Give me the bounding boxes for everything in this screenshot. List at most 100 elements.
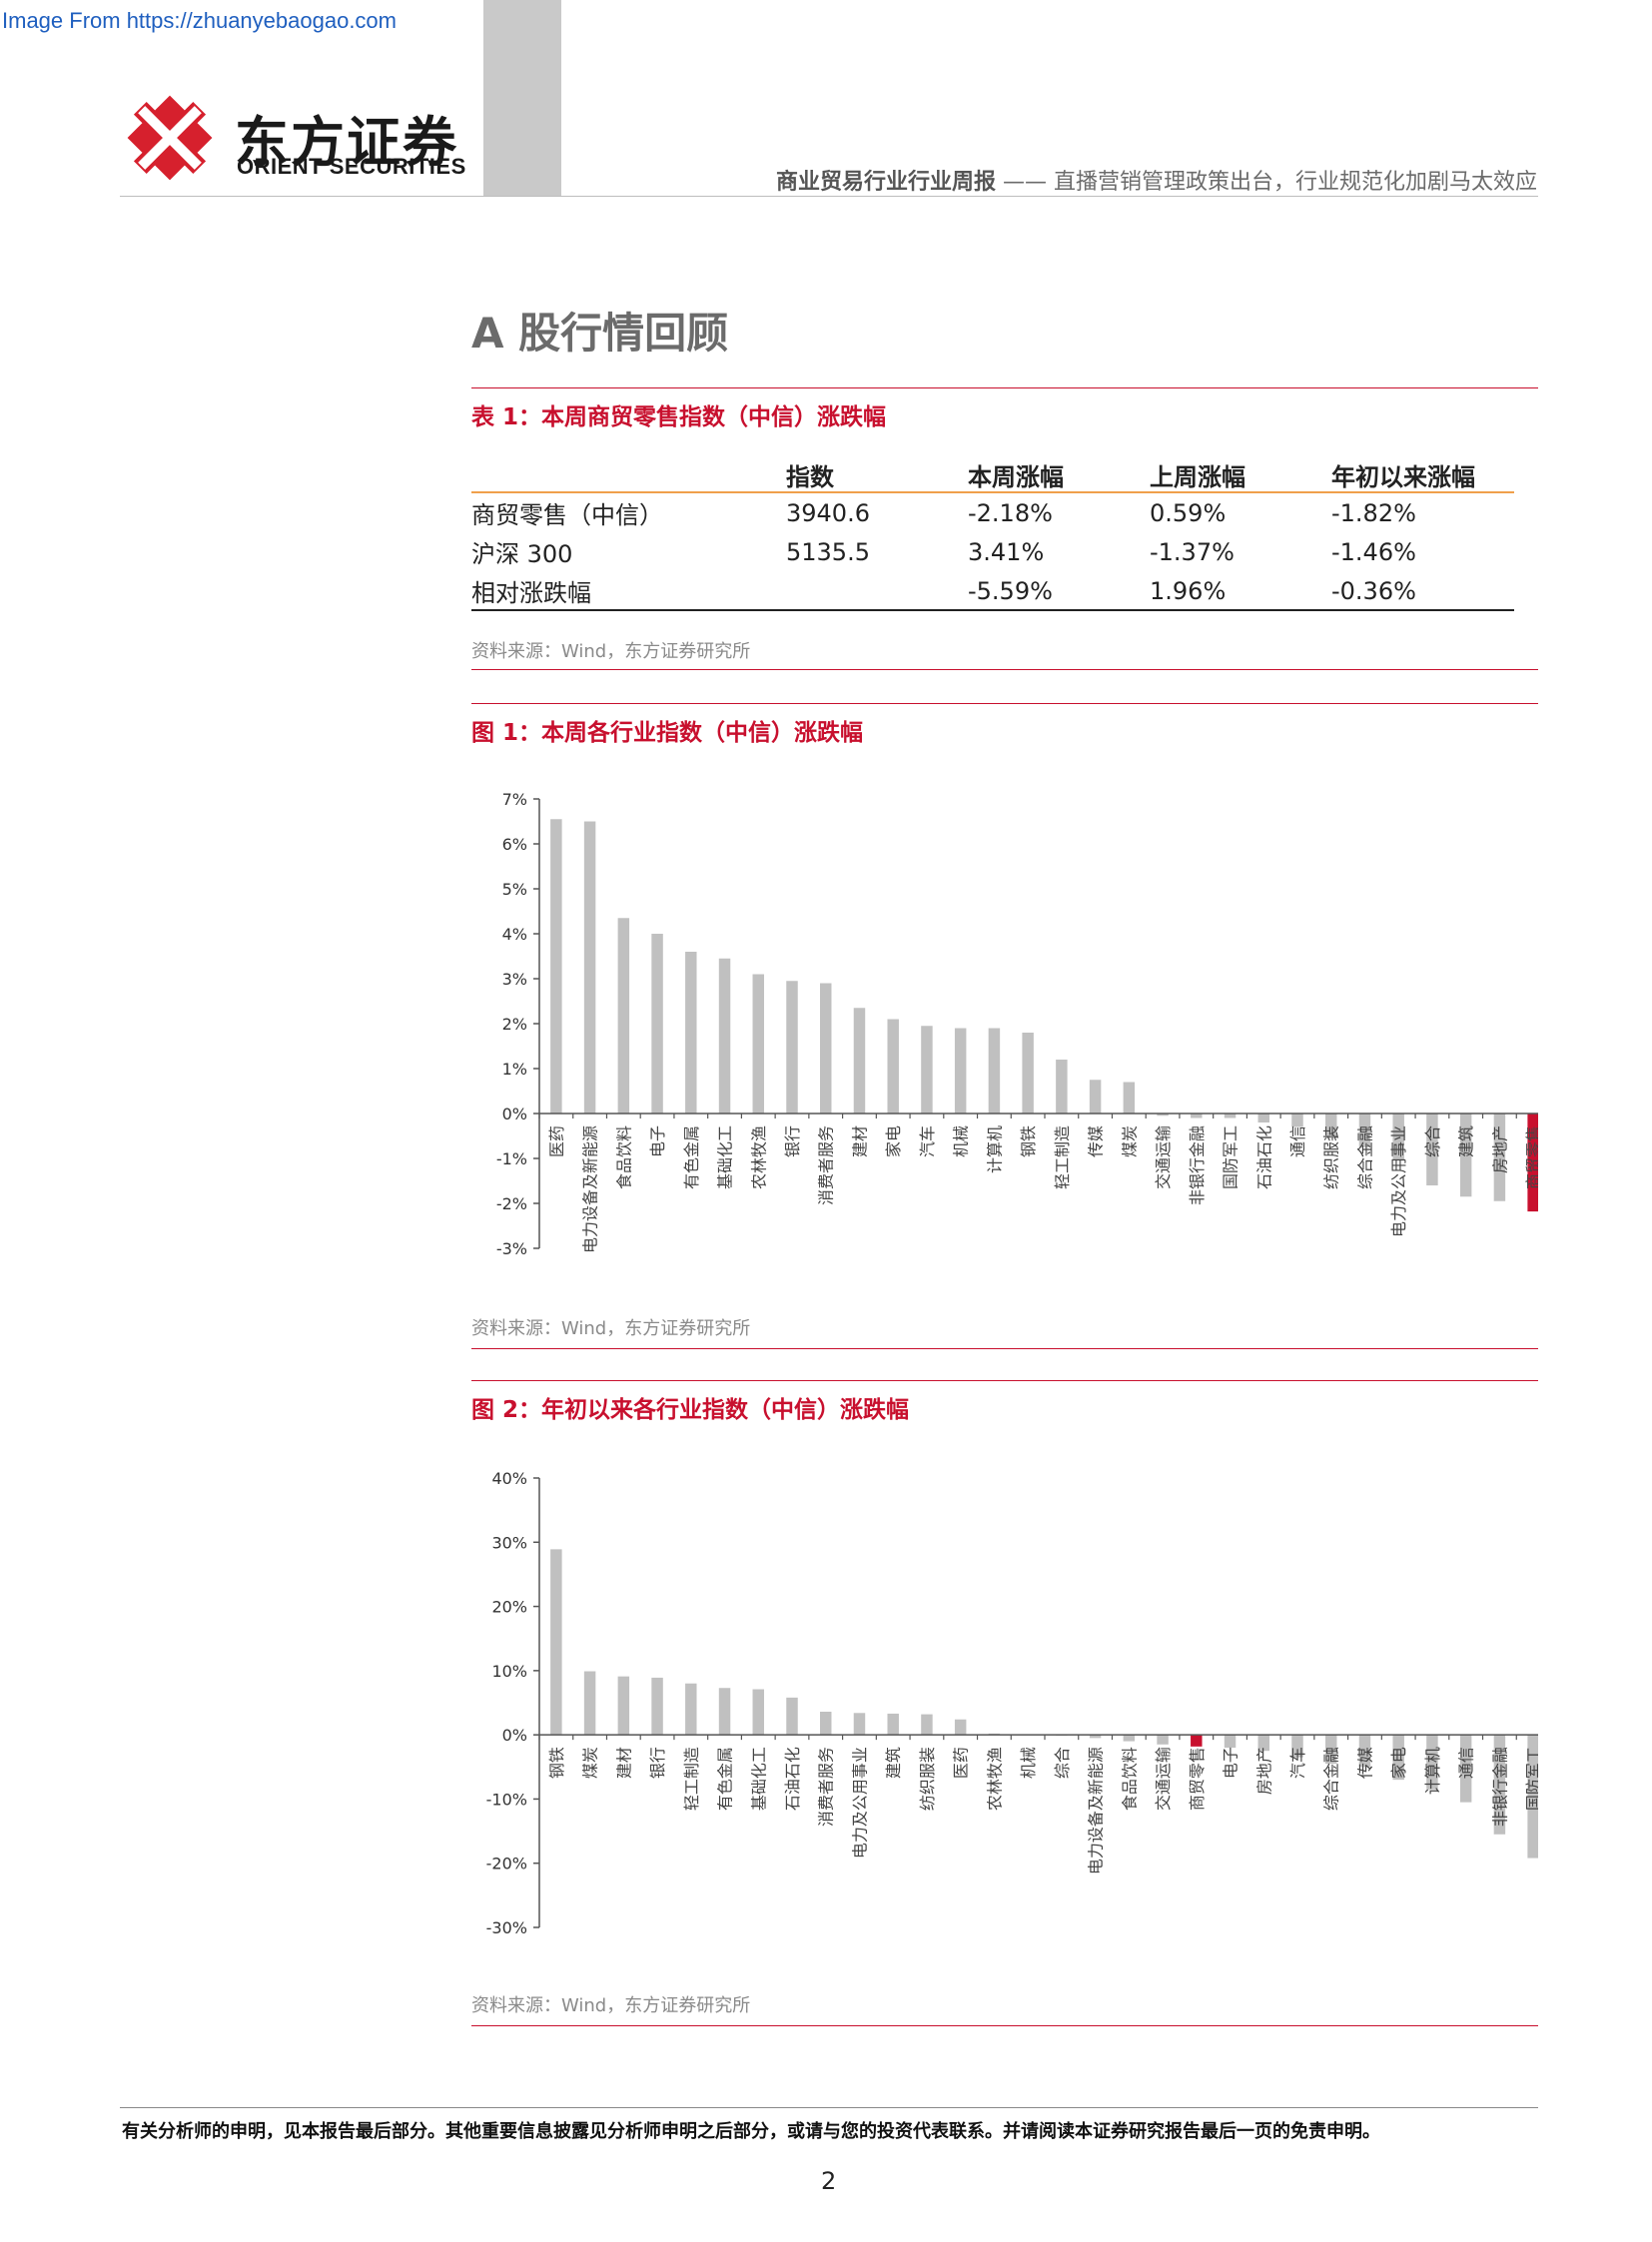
- industry-weekly-change-chart: -3%-2%-1%0%1%2%3%4%5%6%7%医药 电力设备及新能源 食品饮料电…: [496, 790, 1538, 1258]
- table-bottom-rule: [471, 609, 1514, 611]
- header-grey-bar: [483, 0, 561, 196]
- x-category-label: 通信: [1288, 1125, 1307, 1157]
- x-category-label: 通信: [1457, 1747, 1476, 1779]
- bar: [1191, 1735, 1203, 1747]
- x-category-label: 电子: [648, 1125, 667, 1157]
- table-cell: -2.18%: [968, 498, 1053, 527]
- bar: [988, 1028, 1001, 1114]
- x-category-label: 商贸零售: [1524, 1125, 1538, 1189]
- x-category-label: 国防军工: [1222, 1125, 1240, 1189]
- figure2-caption: 图 2：年初以来各行业指数（中信）涨跌幅: [471, 1397, 910, 1423]
- bar: [583, 1671, 596, 1736]
- x-category-label: 综合金融: [1322, 1747, 1341, 1811]
- figure1-top-rule: [471, 703, 1538, 704]
- x-category-label: 医药: [547, 1125, 566, 1157]
- header-divider: [120, 196, 1538, 197]
- bar: [1426, 1735, 1438, 1790]
- bar: [954, 1719, 967, 1736]
- x-category-label: 计算机: [1423, 1747, 1442, 1795]
- bar: [819, 1712, 832, 1736]
- table-cell: -0.36%: [1331, 576, 1416, 605]
- y-tick-label: 4%: [502, 925, 527, 944]
- x-category-label: 电力设备及新能源: [1087, 1747, 1106, 1874]
- disclaimer-note: 有关分析师的申明，见本报告最后部分。其他重要信息披露见分析师申明之后部分，或请与…: [122, 2121, 1380, 2142]
- bar: [1089, 1735, 1102, 1739]
- bar: [685, 952, 697, 1114]
- report-subtitle: —— 直播营销管理政策出台，行业规范化加剧马太效应: [996, 170, 1537, 195]
- bar: [651, 934, 663, 1114]
- bar: [786, 981, 798, 1114]
- x-category-label: 银行: [783, 1125, 802, 1157]
- bar: [1291, 1114, 1303, 1127]
- table1-bottom-rule: [471, 669, 1538, 670]
- x-category-label: 银行: [648, 1747, 667, 1779]
- table-cell: 相对涨跌幅: [471, 579, 591, 607]
- bar: [752, 1689, 765, 1736]
- bar: [718, 958, 731, 1114]
- y-tick-label: 3%: [502, 970, 527, 989]
- bar: [887, 1713, 899, 1736]
- bar: [1426, 1114, 1438, 1185]
- x-category-label: 煤炭: [1120, 1125, 1139, 1157]
- x-category-label: 有色金属: [682, 1125, 701, 1189]
- industry-ytd-change-chart: -30% -20% -10% 0% 10% 20% 30% 40% 钢铁 煤炭 建材 银行 轻工制造 有色…: [486, 1469, 1538, 1937]
- y-tick-label: -3%: [496, 1239, 527, 1258]
- x-category-label: 电子: [1222, 1747, 1240, 1779]
- table-row: 相对涨跌幅 -5.59% 1.96% -0.36%: [471, 571, 1514, 610]
- figure1-caption: 图 1：本周各行业指数（中信）涨跌幅: [471, 720, 864, 746]
- x-category-label: 机械: [952, 1125, 971, 1157]
- x-category-label: 建筑: [884, 1747, 903, 1779]
- index-performance-table: 指数 本周涨幅 上周涨幅 年初以来涨幅 商贸零售（中信） 3940.6 -2.1…: [471, 457, 1514, 610]
- x-category-label: 电力及公用事业: [1389, 1125, 1408, 1237]
- bar: [1123, 1082, 1136, 1114]
- x-category-label: 建材: [614, 1747, 633, 1779]
- logo-english-name: ORIENT SECURITIES: [237, 154, 466, 179]
- bar: [651, 1677, 663, 1736]
- bar: [1022, 1033, 1034, 1114]
- x-category-label: 石油石化: [1254, 1125, 1273, 1189]
- x-category-label: 钢铁: [1019, 1125, 1038, 1157]
- section-title: A 股行情回顾: [471, 309, 729, 358]
- table1-top-rule: [471, 387, 1538, 388]
- bar: [853, 1713, 866, 1736]
- bar: [550, 1549, 562, 1736]
- table-header-cell: 指数: [786, 462, 834, 491]
- table1-caption: 表 1：本周商贸零售指数（中信）涨跌幅: [471, 404, 887, 430]
- y-tick-label: 6%: [502, 835, 527, 854]
- y-tick-label: 2%: [502, 1015, 527, 1034]
- logo-mark-icon: [127, 95, 213, 181]
- y-tick-label: -30%: [486, 1918, 527, 1937]
- bar: [617, 1676, 630, 1736]
- bar: [887, 1019, 899, 1114]
- y-tick-label: 1%: [502, 1060, 527, 1079]
- bar: [583, 821, 596, 1114]
- bar: [1056, 1060, 1068, 1114]
- x-category-label: 非银行金融: [1490, 1747, 1509, 1827]
- figure1-source: 资料来源：Wind，东方证券研究所: [471, 1318, 751, 1339]
- bar: [1291, 1735, 1303, 1758]
- bar: [921, 1026, 933, 1114]
- table-cell: 0.59%: [1150, 498, 1227, 527]
- x-category-label: 轻工制造: [1053, 1125, 1072, 1189]
- x-category-label: 建材: [850, 1125, 869, 1157]
- x-category-label: 房地产: [1490, 1125, 1509, 1173]
- table-cell: 沪深 300: [471, 540, 573, 568]
- x-category-label: 钢铁: [547, 1747, 566, 1779]
- report-type: 商业贸易行业行业周报: [775, 170, 996, 195]
- bar: [954, 1028, 967, 1114]
- x-category-label: 交通运输: [1154, 1125, 1173, 1189]
- bar: [752, 974, 765, 1114]
- x-category-label: 家电: [884, 1125, 903, 1157]
- bar: [1459, 1114, 1472, 1197]
- table-cell: 5135.5: [786, 537, 870, 566]
- y-tick-label: 5%: [502, 880, 527, 899]
- x-category-label: 建筑: [1457, 1125, 1476, 1157]
- table-row: 沪深 300 5135.5 3.41% -1.37% -1.46%: [471, 532, 1514, 571]
- bar: [1224, 1114, 1237, 1119]
- x-category-label: 传媒: [1087, 1125, 1106, 1157]
- table-header-cell: 上周涨幅: [1150, 462, 1245, 491]
- bar: [921, 1714, 933, 1736]
- x-category-label: 医药: [952, 1747, 971, 1779]
- table-cell: -1.82%: [1331, 498, 1416, 527]
- bar: [1392, 1114, 1404, 1161]
